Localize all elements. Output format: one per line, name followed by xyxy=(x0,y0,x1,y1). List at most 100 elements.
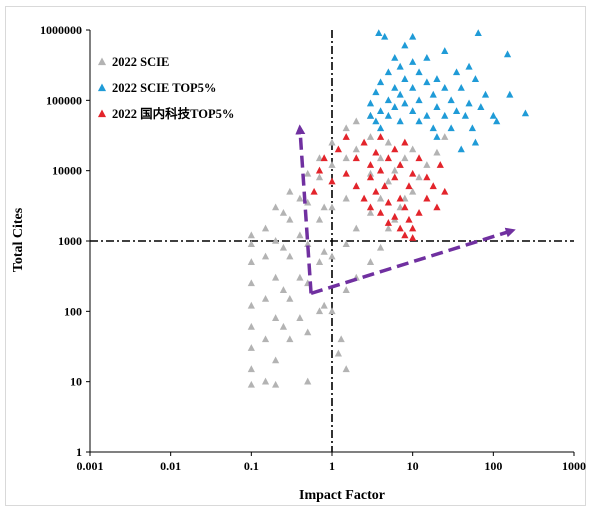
legend-label: 2022 SCIE xyxy=(112,55,169,69)
data-point xyxy=(279,286,288,293)
data-point xyxy=(337,335,345,343)
legend-marker xyxy=(97,109,107,118)
data-point xyxy=(405,182,413,190)
data-point xyxy=(409,224,417,232)
data-point xyxy=(381,32,389,40)
trend-arrow xyxy=(295,124,313,294)
data-point xyxy=(286,187,294,195)
y-tick-label: 1 xyxy=(76,445,82,459)
data-point xyxy=(315,166,324,174)
data-point xyxy=(328,177,336,185)
data-point xyxy=(457,83,465,91)
data-point xyxy=(366,133,375,140)
data-point xyxy=(396,62,404,70)
series-2 xyxy=(310,133,449,241)
data-point xyxy=(328,161,336,168)
data-point xyxy=(423,53,431,61)
data-point xyxy=(261,335,270,343)
data-point xyxy=(286,252,294,260)
data-point xyxy=(391,173,399,181)
data-point xyxy=(391,103,399,110)
data-point xyxy=(396,224,404,232)
data-point xyxy=(261,252,270,260)
data-point xyxy=(384,177,392,185)
data-point xyxy=(304,198,312,206)
data-point xyxy=(376,194,385,202)
chart-frame xyxy=(5,6,586,506)
data-point xyxy=(366,169,375,177)
data-point xyxy=(441,133,449,140)
data-point xyxy=(247,279,255,287)
x-tick-label: 100 xyxy=(484,459,502,473)
data-point xyxy=(493,117,501,125)
data-point xyxy=(391,212,399,220)
data-point xyxy=(310,187,318,195)
data-point xyxy=(465,99,473,107)
data-point xyxy=(352,182,360,190)
data-point xyxy=(342,154,350,162)
data-point xyxy=(352,154,360,162)
data-point xyxy=(401,41,409,49)
legend-label: 2022 国内科技TOP5% xyxy=(112,106,234,121)
data-point xyxy=(261,294,270,302)
data-point xyxy=(401,138,409,146)
data-point xyxy=(286,335,294,343)
data-point xyxy=(441,47,449,54)
data-point xyxy=(272,314,280,321)
data-point xyxy=(436,161,444,168)
data-point xyxy=(247,258,255,265)
data-point xyxy=(296,231,304,239)
data-point xyxy=(423,161,431,168)
data-point xyxy=(366,209,375,216)
x-tick-label: 0.1 xyxy=(244,459,259,473)
data-point xyxy=(409,83,417,91)
data-point xyxy=(372,187,380,195)
data-point xyxy=(375,29,383,37)
data-point xyxy=(391,145,399,153)
data-point xyxy=(352,145,360,153)
data-point xyxy=(304,328,312,336)
data-point xyxy=(391,53,399,61)
data-point xyxy=(396,161,404,168)
data-point xyxy=(465,62,473,70)
data-point xyxy=(384,68,392,76)
data-point xyxy=(376,166,385,174)
data-point xyxy=(360,194,368,202)
data-point xyxy=(409,169,417,177)
data-point xyxy=(409,187,417,195)
series-0 xyxy=(247,111,449,388)
data-point xyxy=(401,194,409,202)
data-point xyxy=(433,103,441,110)
data-point xyxy=(320,247,328,255)
data-point xyxy=(429,182,437,190)
y-tick-label: 10000 xyxy=(52,164,82,178)
data-point xyxy=(384,96,392,104)
data-point xyxy=(342,194,350,202)
data-point xyxy=(452,107,461,115)
data-point xyxy=(409,107,417,115)
data-point xyxy=(384,198,392,206)
data-point xyxy=(384,138,392,146)
data-point xyxy=(352,224,360,232)
data-point xyxy=(409,58,417,65)
data-point xyxy=(481,90,490,98)
data-point xyxy=(261,377,270,385)
data-point xyxy=(296,273,304,281)
data-point xyxy=(376,209,385,216)
data-point xyxy=(247,322,255,330)
data-point xyxy=(433,133,441,140)
data-point xyxy=(384,111,392,119)
data-point xyxy=(415,154,423,162)
data-point xyxy=(279,209,288,216)
data-point xyxy=(376,78,385,86)
data-point xyxy=(320,203,328,211)
data-point xyxy=(334,145,342,153)
data-point xyxy=(272,203,280,211)
data-point xyxy=(401,99,409,107)
data-point xyxy=(328,307,336,315)
data-point xyxy=(391,166,399,174)
data-point xyxy=(342,133,350,140)
y-tick-label: 100000 xyxy=(46,93,82,107)
data-point xyxy=(366,161,375,168)
